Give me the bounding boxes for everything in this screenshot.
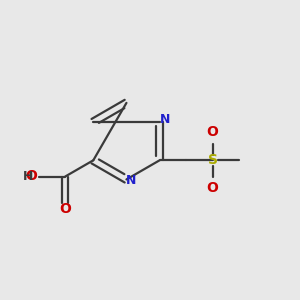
Text: N: N: [126, 174, 136, 188]
Text: N: N: [160, 113, 170, 126]
Text: O: O: [59, 202, 71, 217]
Text: S: S: [208, 153, 218, 167]
Text: O: O: [207, 125, 218, 139]
Text: H: H: [23, 170, 34, 183]
Text: O: O: [207, 181, 218, 195]
Text: O: O: [26, 169, 37, 184]
